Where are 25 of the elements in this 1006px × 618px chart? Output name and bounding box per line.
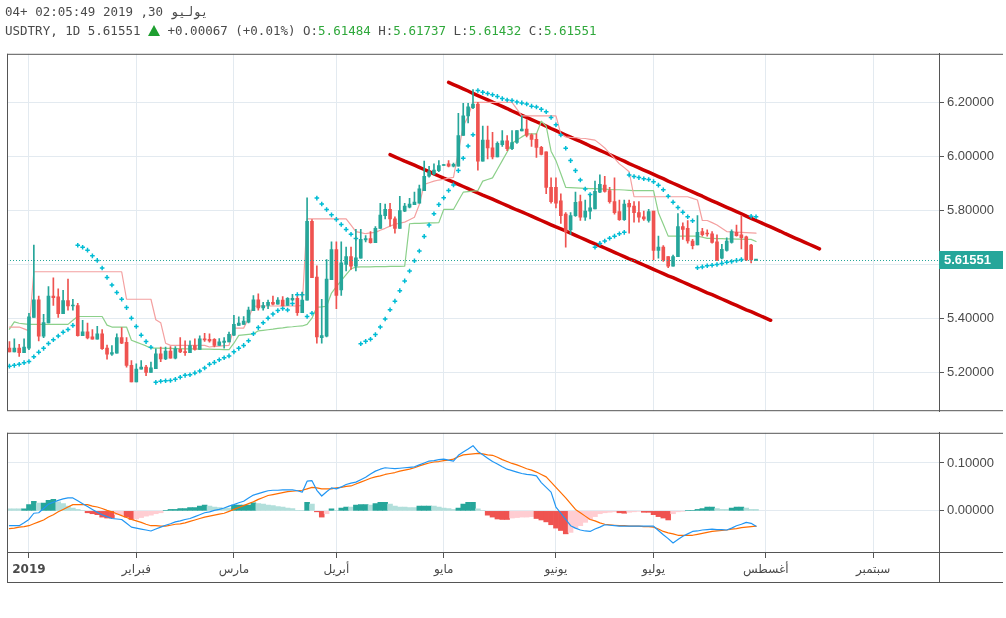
text: O:5.61484	[303, 23, 371, 38]
x-tick-label: أبريل	[323, 561, 350, 578]
y-tick-label: 5.20000	[947, 363, 994, 379]
text: H:5.61737	[378, 23, 447, 38]
x-tick-label: يوليو	[641, 562, 666, 578]
y-tick-label: 6.20000	[947, 93, 994, 109]
text: +0.00067 (+0.01%)	[167, 23, 296, 38]
y-tick-label: 5.80000	[947, 201, 994, 217]
y-tick-label: 0.10000	[947, 454, 994, 470]
chart-title: USDTRY, 1D	[5, 23, 81, 38]
x-tick-label: أغسطس	[743, 561, 789, 578]
x-tick-label: سبتمبر	[854, 562, 891, 578]
text: يوليو 30, 2019 02:05:49 +04	[5, 4, 209, 20]
ref-line-label: 5.61551	[944, 252, 991, 268]
x-tick-label: فبراير	[120, 562, 151, 578]
x-tick-label: 2019	[12, 562, 46, 577]
x-tick-label: يونيو	[543, 562, 568, 578]
y-tick-label: 6.00000	[947, 147, 994, 163]
text: C:5.61551	[528, 23, 597, 38]
text: 5.61551	[87, 23, 141, 38]
y-tick-label: 0.00000	[947, 502, 994, 518]
x-tick-label: مايو	[432, 562, 454, 578]
text: L:5.61432	[453, 23, 522, 38]
y-tick-label: 5.40000	[947, 309, 994, 325]
x-tick-label: مارس	[218, 562, 250, 578]
